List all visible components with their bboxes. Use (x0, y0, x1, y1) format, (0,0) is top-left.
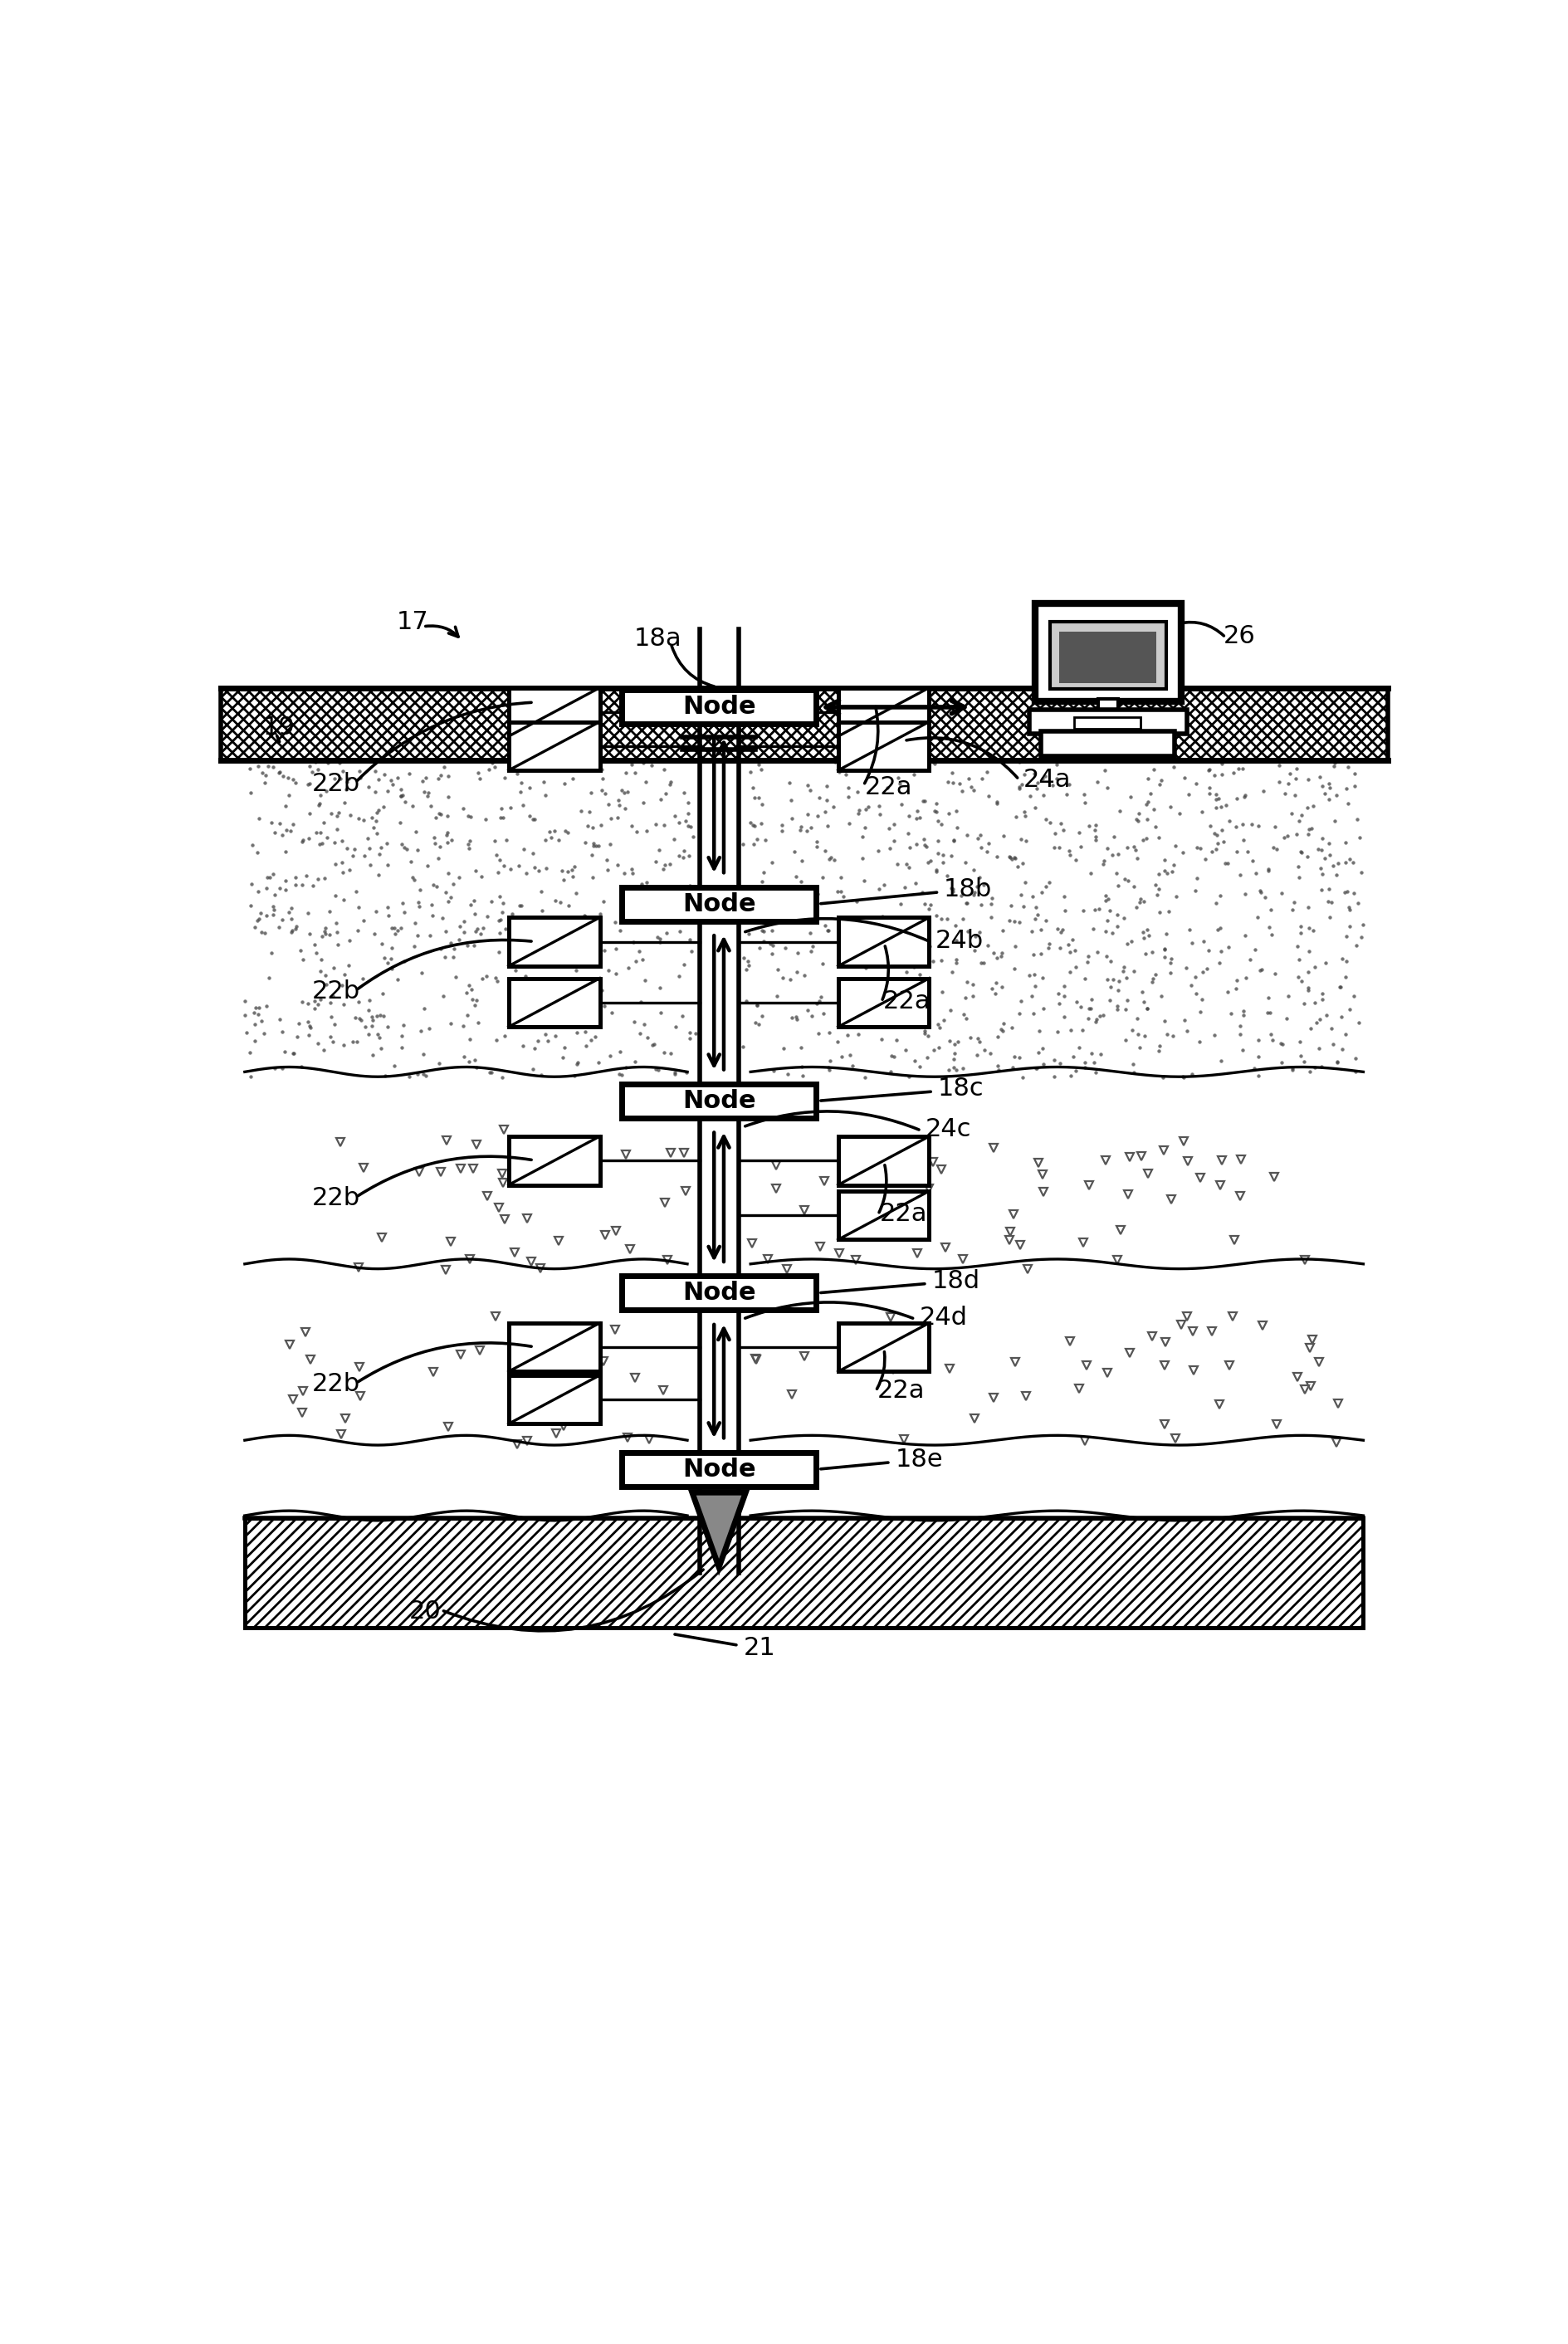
Text: 18b: 18b (944, 877, 991, 902)
Bar (837, 977, 928, 1027)
Bar (837, 687, 928, 736)
Text: 22a: 22a (883, 989, 930, 1013)
Text: 22b: 22b (312, 1186, 359, 1210)
Bar (837, 722, 928, 771)
Bar (508, 917, 599, 966)
Bar (621, 1275, 815, 1310)
Bar (621, 1453, 815, 1486)
Text: 24a: 24a (1022, 769, 1069, 792)
Bar (508, 687, 599, 736)
Bar (508, 977, 599, 1027)
Text: 18e: 18e (895, 1449, 942, 1472)
Bar (1035, 605, 1181, 701)
Bar (1029, 710, 1187, 734)
Bar (1058, 633, 1156, 682)
Bar (508, 722, 599, 771)
Text: 24b: 24b (935, 928, 983, 952)
Text: 17: 17 (397, 609, 428, 635)
Text: 24c: 24c (925, 1118, 971, 1142)
Bar (245, 1519, 1363, 1627)
Bar (508, 1376, 599, 1423)
Bar (220, 687, 1386, 759)
Bar (837, 1191, 928, 1240)
Bar (1049, 621, 1165, 689)
Bar (1074, 717, 1140, 729)
Bar (245, 1519, 1363, 1627)
Text: 22b: 22b (312, 771, 359, 795)
Text: 22b: 22b (312, 980, 359, 1003)
Bar (1041, 731, 1174, 755)
Text: 24d: 24d (919, 1306, 967, 1329)
Bar (508, 1137, 599, 1186)
Text: 18c: 18c (938, 1076, 983, 1102)
Text: Node: Node (682, 696, 756, 720)
Text: Node: Node (682, 1282, 756, 1306)
Text: 21: 21 (743, 1636, 775, 1660)
Text: 22b: 22b (312, 1371, 359, 1397)
Polygon shape (691, 1493, 745, 1568)
Bar (220, 687, 1386, 759)
Text: 26: 26 (1223, 624, 1254, 649)
Text: Node: Node (682, 893, 756, 917)
Text: 22a: 22a (877, 1378, 924, 1402)
Bar (621, 1083, 815, 1118)
Text: 22a: 22a (864, 776, 913, 799)
Text: 18a: 18a (633, 626, 681, 652)
Bar (1098, 699, 1116, 713)
Bar (621, 886, 815, 921)
Text: Node: Node (682, 1458, 756, 1481)
Bar (837, 917, 928, 966)
Text: 19: 19 (263, 715, 295, 741)
Text: 20: 20 (409, 1599, 441, 1624)
Bar (508, 1322, 599, 1371)
Bar (837, 1322, 928, 1371)
Bar (837, 1137, 928, 1186)
Text: Node: Node (682, 1090, 756, 1113)
Bar (621, 689, 815, 724)
Text: 22a: 22a (880, 1202, 927, 1226)
Text: 18d: 18d (931, 1268, 980, 1294)
